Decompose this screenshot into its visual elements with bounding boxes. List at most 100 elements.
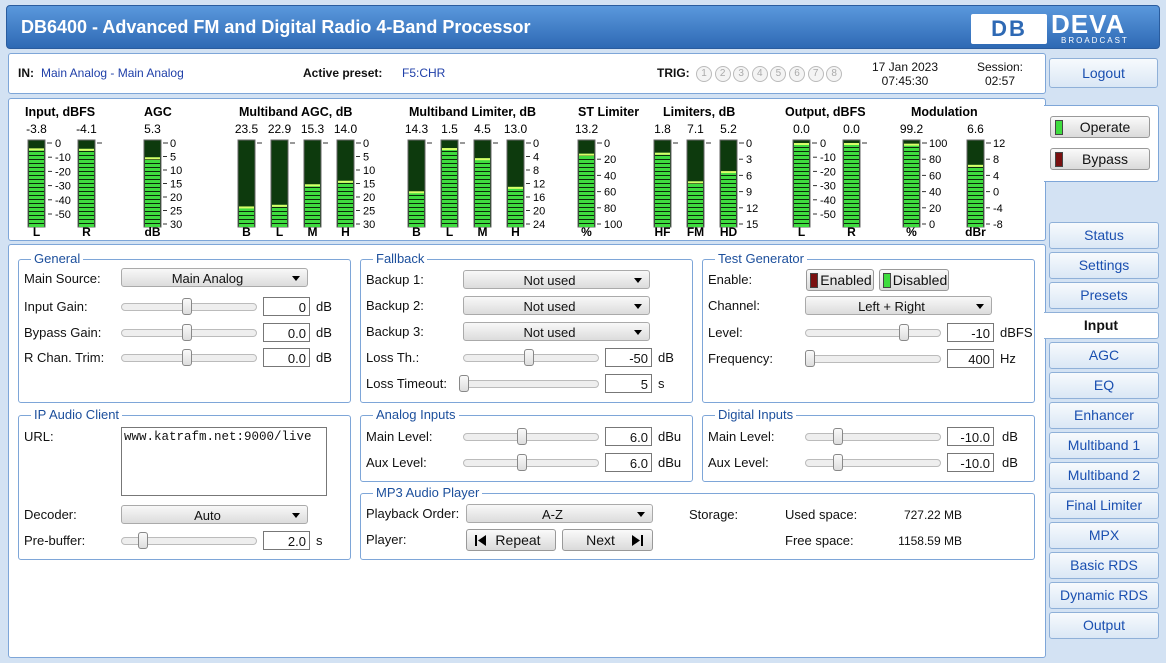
unit: Hz: [1000, 351, 1016, 366]
slider-track[interactable]: [459, 380, 599, 388]
trig-button[interactable]: 1: [696, 66, 712, 82]
app-title: DB6400 - Advanced FM and Digital Radio 4…: [21, 17, 531, 37]
slider-thumb[interactable]: [182, 324, 192, 341]
ip-client-group: IP Audio Client: [18, 407, 351, 560]
used-value: 727.22 MB: [903, 508, 962, 522]
slider-thumb[interactable]: [182, 349, 192, 366]
select[interactable]: Main Analog: [121, 268, 308, 287]
group-title: Analog Inputs: [373, 407, 459, 423]
logout-button[interactable]: Logout: [1049, 58, 1158, 88]
select[interactable]: Not used: [463, 322, 650, 341]
slider-thumb[interactable]: [899, 324, 909, 341]
slider-track[interactable]: [805, 459, 941, 467]
menu-item[interactable]: Final Limiter: [1049, 492, 1159, 519]
field-label: Backup 3:: [366, 324, 424, 339]
slider-thumb[interactable]: [805, 350, 815, 367]
bypass-button[interactable]: Bypass: [1050, 148, 1150, 170]
menu-item[interactable]: Multiband 1: [1049, 432, 1159, 459]
trig-button[interactable]: 2: [714, 66, 731, 82]
menu-item[interactable]: AGC: [1049, 342, 1159, 369]
select[interactable]: Not used: [463, 270, 650, 289]
menu-item[interactable]: MPX: [1049, 522, 1159, 549]
slider-track[interactable]: [805, 329, 941, 337]
header-bar: DB6400 - Advanced FM and Digital Radio 4…: [6, 5, 1160, 49]
group-title: IP Audio Client: [31, 407, 123, 423]
meter-label: L: [33, 225, 40, 239]
unit: dB: [316, 350, 332, 365]
menu-item[interactable]: EQ: [1049, 372, 1159, 399]
slider-thumb[interactable]: [524, 349, 534, 366]
select[interactable]: Auto: [121, 505, 308, 524]
slider-track[interactable]: [463, 459, 599, 467]
slider-track[interactable]: [805, 433, 941, 441]
slider-track[interactable]: [121, 537, 257, 545]
menu-item[interactable]: Output: [1049, 612, 1159, 639]
trig-button[interactable]: 6: [789, 66, 805, 82]
trig-label: TRIG:: [657, 66, 690, 80]
meter-peak: [305, 184, 320, 187]
menu-item[interactable]: Multiband 2: [1049, 462, 1159, 489]
meter-reading: 99.2: [900, 122, 924, 136]
meter-fill: [305, 184, 320, 227]
session-label: Session:: [976, 60, 1024, 74]
preset-label: Active preset:: [303, 66, 383, 80]
menu-item[interactable]: Status: [1049, 222, 1159, 249]
menu-item[interactable]: Dynamic RDS: [1049, 582, 1159, 609]
next-button[interactable]: Next: [562, 529, 653, 551]
select[interactable]: A-Z: [466, 504, 653, 523]
value-input[interactable]: 2.0: [263, 531, 310, 550]
operate-button[interactable]: Operate: [1050, 116, 1150, 138]
slider-thumb[interactable]: [833, 428, 843, 445]
value-input[interactable]: 0.0: [263, 323, 310, 342]
meters: Input, dBFS-3.8L-4.1R0-10-20-30-40-50AGC…: [25, 105, 1005, 239]
meter-title: Modulation: [911, 105, 978, 119]
select[interactable]: Left + Right: [805, 296, 992, 315]
value-input[interactable]: 6.0: [605, 453, 652, 472]
value-input[interactable]: 0: [263, 297, 310, 316]
url-textarea[interactable]: www.katrafm.net:9000/live: [121, 427, 327, 496]
meter-fill: [721, 171, 736, 227]
slider-track[interactable]: [805, 355, 941, 363]
menu-item[interactable]: Presets: [1049, 282, 1159, 309]
enabled-button[interactable]: Enabled: [806, 269, 874, 291]
select[interactable]: Not used: [463, 296, 650, 315]
menu-item[interactable]: Enhancer: [1049, 402, 1159, 429]
trig-button[interactable]: 3: [733, 66, 750, 82]
value-input[interactable]: 400: [947, 349, 994, 368]
meter-fill: [968, 164, 983, 227]
value-input[interactable]: -10.0: [947, 427, 994, 446]
scale-label: 20: [604, 154, 616, 166]
slider-thumb[interactable]: [517, 428, 527, 445]
field-label: Main Level:: [366, 429, 433, 444]
meter-reading: 1.8: [654, 122, 671, 136]
trig-button[interactable]: 4: [751, 66, 768, 82]
field-label: Backup 2:: [366, 298, 424, 313]
menu-item[interactable]: Input: [1044, 312, 1159, 339]
value-input[interactable]: 0.0: [263, 348, 310, 367]
value-input[interactable]: -10: [947, 323, 994, 342]
trig-button[interactable]: 5: [770, 66, 787, 82]
group-title: General: [31, 251, 84, 267]
trig-button[interactable]: 7: [807, 66, 824, 82]
value-input[interactable]: 5: [605, 374, 652, 393]
slider-thumb[interactable]: [182, 298, 192, 315]
slider-track[interactable]: [463, 433, 599, 441]
meter-fill: [579, 153, 594, 227]
trig-button[interactable]: 8: [826, 66, 843, 82]
value-input[interactable]: -10.0: [947, 453, 994, 472]
repeat-button[interactable]: Repeat: [466, 529, 556, 551]
scale-label: 5: [363, 152, 369, 164]
value-input[interactable]: 6.0: [605, 427, 652, 446]
menu-item[interactable]: Basic RDS: [1049, 552, 1159, 579]
slider-thumb[interactable]: [459, 375, 469, 392]
disabled-led: [883, 273, 891, 288]
value-input[interactable]: -50: [605, 348, 652, 367]
session-value: 02:57: [984, 74, 1016, 88]
slider-thumb[interactable]: [138, 532, 148, 549]
menu-item[interactable]: Settings: [1049, 252, 1159, 279]
scale-label: 40: [604, 170, 616, 182]
disabled-button[interactable]: Disabled: [879, 269, 949, 291]
slider-thumb[interactable]: [517, 454, 527, 471]
slider-thumb[interactable]: [833, 454, 843, 471]
meter-fill: [338, 180, 353, 227]
